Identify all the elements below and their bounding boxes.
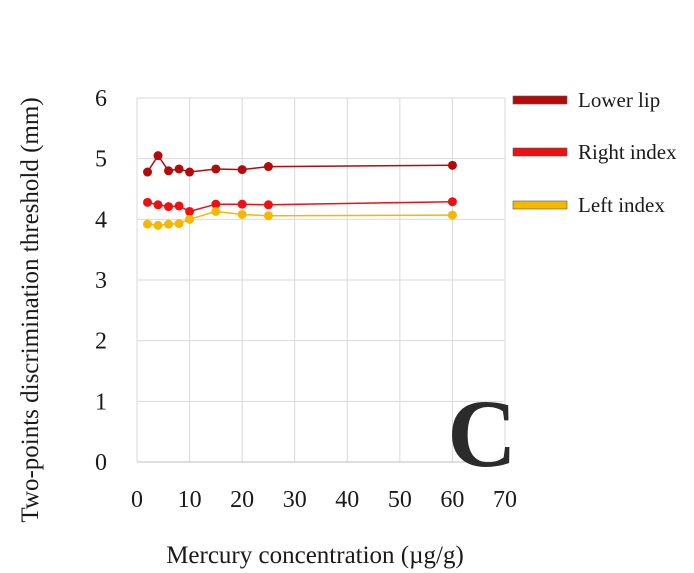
series-right-index [143, 197, 457, 216]
data-point [237, 199, 247, 209]
y-tick-label: 0 [95, 450, 107, 476]
panel-label: C [447, 380, 516, 487]
y-tick-labels: 0 1 2 3 4 5 6 [95, 86, 107, 476]
legend-label-left-index: Left index [578, 193, 665, 217]
data-point [447, 160, 457, 170]
y-tick-label: 6 [95, 86, 107, 112]
y-tick-label: 2 [95, 329, 107, 355]
series-lines [143, 151, 457, 230]
data-point [164, 219, 174, 229]
y-tick-label: 4 [95, 207, 107, 233]
data-point [153, 151, 163, 161]
data-point [164, 166, 174, 176]
data-point [263, 211, 273, 221]
x-tick-label: 40 [335, 487, 359, 513]
data-point [143, 197, 153, 207]
legend-swatch-left-index [512, 200, 568, 210]
data-point [211, 199, 221, 209]
data-point [174, 219, 184, 229]
y-tick-label: 5 [95, 147, 107, 173]
data-point [447, 210, 457, 220]
data-point [447, 197, 457, 207]
data-point [185, 214, 195, 224]
data-point [211, 164, 221, 174]
data-point [143, 167, 153, 177]
x-tick-label: 0 [131, 487, 143, 513]
data-point [185, 206, 195, 216]
x-axis-title: Mercury concentration (µg/g) [166, 542, 464, 569]
series-left-index [143, 206, 457, 230]
data-point [211, 206, 221, 216]
data-point [143, 219, 153, 229]
data-point [237, 165, 247, 175]
data-point [164, 202, 174, 212]
x-tick-label: 60 [440, 487, 464, 513]
data-point [263, 162, 273, 172]
data-point [153, 200, 163, 210]
data-point [153, 220, 163, 230]
legend-swatch-right-index [512, 147, 568, 157]
x-tick-label: 10 [178, 487, 202, 513]
data-point [185, 167, 195, 177]
y-tick-label: 1 [95, 389, 107, 415]
y-axis-title: Two-points discrimination threshold (mm) [17, 97, 44, 522]
legend-label-lower-lip: Lower lip [578, 88, 660, 112]
series-lower-lip [143, 151, 457, 177]
legend-swatch-lower-lip [512, 95, 568, 105]
x-tick-label: 30 [283, 487, 307, 513]
x-tick-label: 50 [388, 487, 412, 513]
legend-label-right-index: Right index [578, 140, 677, 164]
y-tick-label: 3 [95, 268, 107, 294]
x-tick-label: 20 [230, 487, 254, 513]
legend: Lower lip Right index Left index [512, 88, 677, 217]
x-tick-labels: 0 10 20 30 40 50 60 70 [131, 487, 517, 513]
data-point [263, 200, 273, 210]
data-point [174, 201, 184, 211]
data-point [237, 209, 247, 219]
x-tick-label: 70 [493, 487, 517, 513]
data-point [174, 164, 184, 174]
grid [136, 97, 506, 462]
